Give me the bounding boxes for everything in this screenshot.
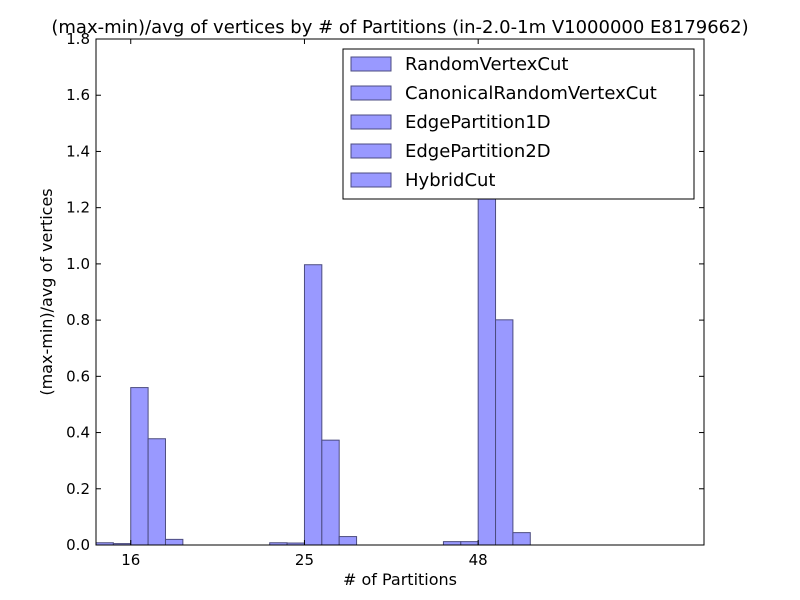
x-tick-label: 48 (469, 551, 488, 569)
bar-HybridCut-25 (338, 536, 358, 546)
plot-frame (95, 38, 705, 546)
legend-swatch (350, 172, 392, 188)
bar-RandomVertexCut-48 (442, 541, 462, 546)
x-tick-label: 16 (121, 551, 140, 569)
legend-label: HybridCut (405, 170, 495, 191)
bar-HybridCut-16 (164, 538, 184, 546)
bar-HybridCut-48 (512, 532, 531, 546)
y-tick-label: 1.2 (66, 199, 90, 217)
y-tick-label: 1.0 (66, 255, 90, 273)
bar-EdgePartition1D-25 (303, 264, 323, 546)
y-tick-label: 0.2 (66, 480, 90, 498)
y-tick-label: 0.8 (66, 311, 90, 329)
axes-layer: 0.0 0.2 0.4 0.6 0.8 1.0 1.2 1.4 1.6 1.8 16 25 48 (66, 30, 704, 569)
y-tick-label: 1.8 (66, 30, 90, 48)
y-axis-label: (max-min)/avg of vertices (37, 188, 56, 395)
x-axis-label: # of Partitions (343, 570, 457, 589)
y-tick-label: 1.4 (66, 142, 90, 160)
legend-label: EdgePartition2D (405, 141, 551, 162)
legend-label: EdgePartition1D (405, 112, 551, 133)
bars-layer (95, 197, 531, 546)
y-tick-label: 0.6 (66, 367, 90, 385)
bar-CanonicalRandomVertexCut-48 (460, 541, 479, 546)
legend-swatch (350, 56, 392, 72)
legend-label: RandomVertexCut (405, 54, 568, 75)
legend-swatch (350, 85, 392, 101)
legend-box (342, 48, 695, 200)
y-tick-label: 0.4 (66, 424, 90, 442)
y-tick-label: 0.0 (66, 536, 90, 554)
legend-label: CanonicalRandomVertexCut (405, 83, 657, 104)
bar-EdgePartition2D-16 (147, 438, 166, 546)
bar-EdgePartition1D-48 (477, 197, 497, 546)
bar-EdgePartition1D-16 (130, 387, 149, 546)
legend-swatch (350, 143, 392, 159)
chart-title: (max-min)/avg of vertices by # of Partit… (51, 17, 748, 38)
legend: RandomVertexCut CanonicalRandomVertexCut E… (342, 48, 695, 200)
y-tick-label: 1.6 (66, 86, 90, 104)
bar-EdgePartition2D-25 (321, 439, 340, 546)
x-tick-label: 25 (295, 551, 314, 569)
bar-EdgePartition2D-48 (495, 319, 514, 546)
legend-swatch (350, 114, 392, 130)
